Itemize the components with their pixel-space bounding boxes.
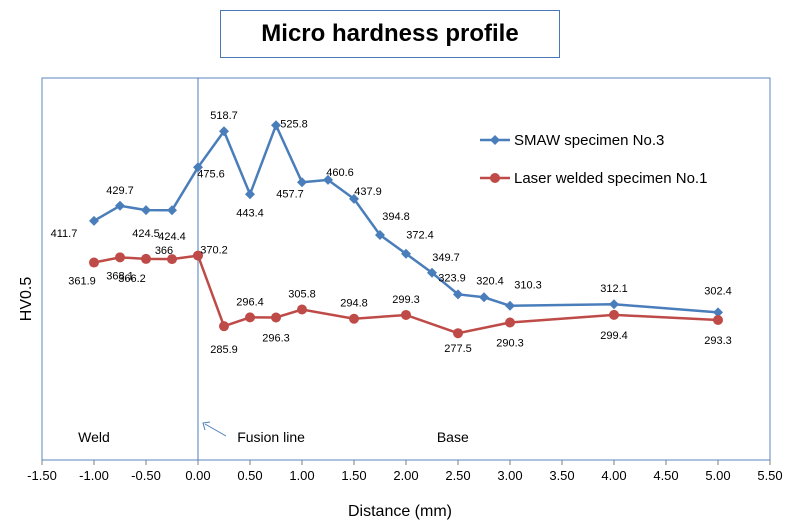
laser-point <box>505 317 515 328</box>
x-tick-label: 3.50 <box>549 468 574 483</box>
smaw-data-label: 320.4 <box>476 275 504 287</box>
smaw-data-label: 457.7 <box>276 188 304 200</box>
smaw-data-label: 372.4 <box>406 230 434 242</box>
smaw-point <box>89 215 99 226</box>
smaw-point <box>505 300 515 311</box>
laser-data-label: 277.5 <box>444 343 472 355</box>
laser-data-label: 294.8 <box>340 298 368 310</box>
x-tick-label: 5.00 <box>705 468 730 483</box>
smaw-point <box>479 292 489 303</box>
x-tick-label: 2.00 <box>393 468 418 483</box>
smaw-data-label: 443.4 <box>236 207 264 219</box>
laser-data-label: 290.3 <box>496 337 524 349</box>
annotation-arrowhead <box>202 421 211 431</box>
legend-label: SMAW specimen No.3 <box>514 132 664 149</box>
x-tick-label: 1.00 <box>289 468 314 483</box>
smaw-point <box>609 299 619 310</box>
laser-point <box>297 304 307 315</box>
smaw-point <box>713 307 723 318</box>
annotation-label: Weld <box>78 429 110 445</box>
chart-title-box: Micro hardness profile <box>220 10 560 58</box>
smaw-point <box>453 289 463 300</box>
smaw-point <box>349 193 359 204</box>
laser-point <box>89 257 99 268</box>
laser-point <box>713 314 723 325</box>
laser-data-label: 361.9 <box>68 276 96 288</box>
smaw-point <box>167 205 177 216</box>
annotation-label: Fusion line <box>237 429 305 445</box>
x-tick-label: 4.50 <box>653 468 678 483</box>
smaw-data-label: 349.7 <box>432 252 460 264</box>
smaw-data-label: 424.5 <box>132 228 160 240</box>
smaw-point <box>245 189 255 200</box>
smaw-point <box>271 120 281 131</box>
laser-data-label: 299.4 <box>600 330 628 342</box>
laser-point <box>271 312 281 323</box>
laser-point <box>219 321 229 332</box>
laser-data-label: 305.8 <box>288 289 316 301</box>
laser-point <box>453 328 463 339</box>
legend-swatch-marker <box>490 173 500 183</box>
laser-point <box>401 309 411 320</box>
laser-data-label: 293.3 <box>704 335 732 347</box>
legend-swatch-marker <box>490 135 500 145</box>
smaw-point <box>323 174 333 185</box>
chart-title: Micro hardness profile <box>261 20 519 47</box>
smaw-point <box>219 126 229 137</box>
x-tick-label: 2.50 <box>445 468 470 483</box>
laser-data-label: 285.9 <box>210 344 238 356</box>
annotation-arrow <box>204 423 227 437</box>
smaw-data-label: 310.3 <box>514 280 542 292</box>
x-tick-label: 4.00 <box>601 468 626 483</box>
laser-point <box>193 250 203 261</box>
smaw-data-label: 525.8 <box>280 118 308 130</box>
smaw-data-label: 475.6 <box>197 168 225 180</box>
smaw-data-label: 437.9 <box>354 186 382 198</box>
laser-data-label: 366 <box>155 245 173 257</box>
smaw-point <box>141 205 151 216</box>
x-tick-label: 0.00 <box>185 468 210 483</box>
smaw-data-label: 460.6 <box>326 167 354 179</box>
x-tick-label: 3.00 <box>497 468 522 483</box>
laser-data-label: 368.1 <box>106 270 134 282</box>
smaw-point <box>401 248 411 259</box>
x-tick-label: -1.50 <box>27 468 57 483</box>
laser-point <box>141 253 151 264</box>
x-tick-label: 0.50 <box>237 468 262 483</box>
smaw-point <box>427 267 437 278</box>
smaw-data-label: 302.4 <box>704 285 732 297</box>
annotation-label: Base <box>437 429 469 445</box>
x-tick-label: 5.50 <box>757 468 782 483</box>
laser-point <box>115 252 125 263</box>
x-tick-label: -1.00 <box>79 468 109 483</box>
laser-point <box>245 312 255 323</box>
y-axis-label: HV0.5 <box>18 276 35 322</box>
laser-point <box>609 309 619 320</box>
smaw-data-label: 312.1 <box>600 283 628 295</box>
laser-data-label: 366.2 <box>118 273 146 285</box>
x-tick-label: -0.50 <box>131 468 161 483</box>
x-tick-label: 1.50 <box>341 468 366 483</box>
smaw-data-label: 394.8 <box>382 211 410 223</box>
legend-label: Laser welded specimen No.1 <box>514 170 707 187</box>
smaw-data-label: 429.7 <box>106 185 134 197</box>
laser-data-label: 296.4 <box>236 296 264 308</box>
laser-point <box>349 313 359 324</box>
laser-data-label: 296.3 <box>262 332 290 344</box>
smaw-point <box>115 200 125 211</box>
smaw-point <box>375 229 385 240</box>
laser-data-label: 370.2 <box>200 245 228 257</box>
smaw-data-label: 424.4 <box>158 231 186 243</box>
x-axis-label: Distance (mm) <box>347 503 452 520</box>
smaw-point <box>297 177 307 188</box>
smaw-data-label: 323.9 <box>438 272 466 284</box>
laser-point <box>167 254 177 265</box>
smaw-data-label: 411.7 <box>51 228 78 240</box>
smaw-point <box>193 162 203 173</box>
laser-data-label: 299.3 <box>392 294 420 306</box>
smaw-data-label: 518.7 <box>210 110 238 122</box>
